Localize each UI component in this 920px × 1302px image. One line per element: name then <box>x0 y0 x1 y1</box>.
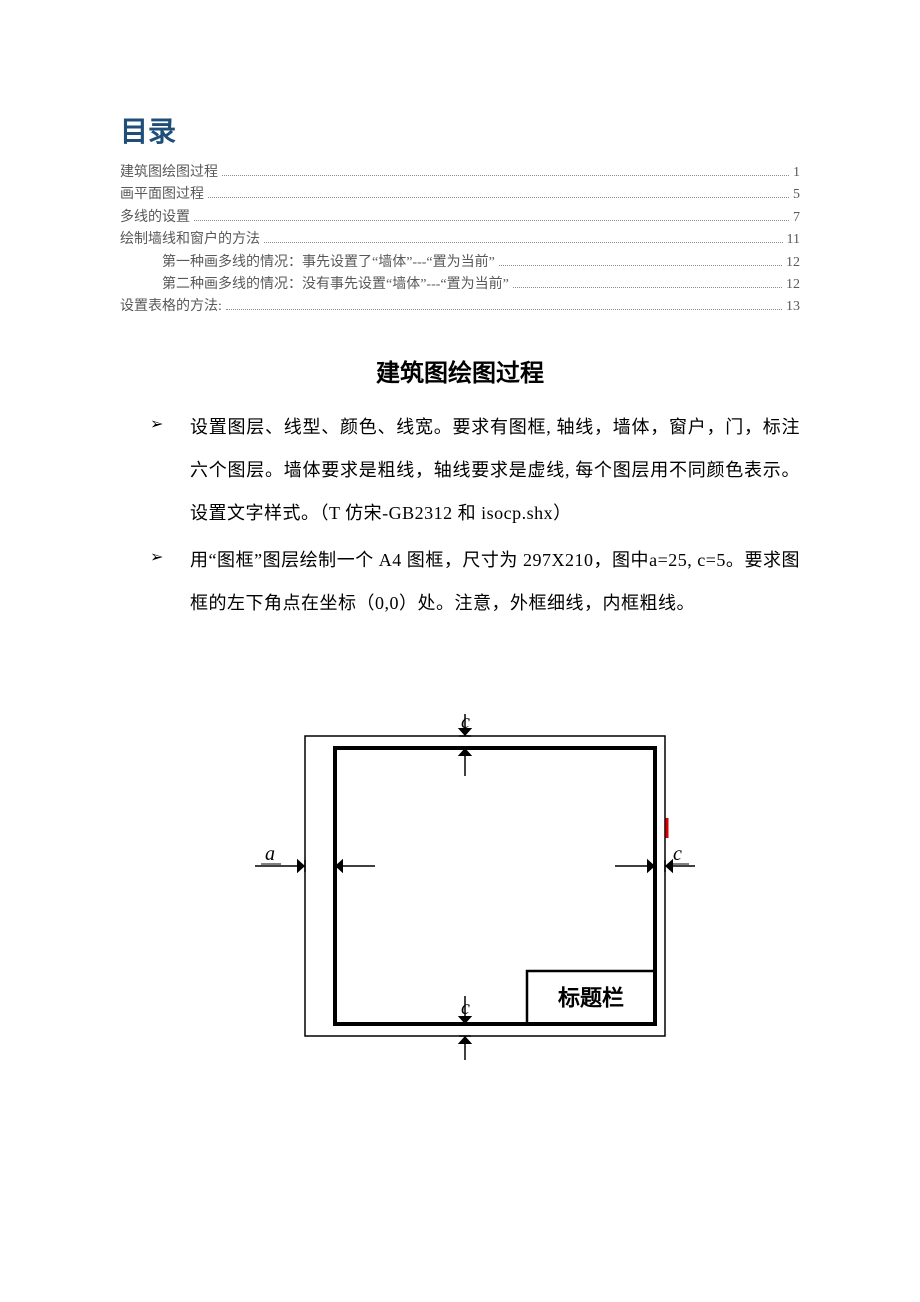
toc-label: 第一种画多线的情况：事先设置了“墙体”---“置为当前” <box>162 252 495 274</box>
list-item-text: 用“图框”图层绘制一个 A4 图框，尺寸为 297X210，图中a=25, c=… <box>190 539 800 625</box>
list-item: ➢ 设置图层、线型、颜色、线宽。要求有图框, 轴线，墙体，窗户，门，标注六个图层… <box>120 406 800 536</box>
svg-text:c: c <box>673 843 682 865</box>
section-heading: 建筑图绘图过程 <box>120 353 800 388</box>
toc-entry[interactable]: 第二种画多线的情况：没有事先设置“墙体”---“置为当前” 12 <box>120 274 800 296</box>
list-item: ➢ 用“图框”图层绘制一个 A4 图框，尺寸为 297X210，图中a=25, … <box>120 539 800 625</box>
toc-label: 第二种画多线的情况：没有事先设置“墙体”---“置为当前” <box>162 274 509 296</box>
toc-label: 绘制墙线和窗户的方法 <box>120 229 260 251</box>
toc-heading: 目录 <box>120 110 800 150</box>
svg-text:标题栏: 标题栏 <box>558 985 624 1010</box>
toc-page: 1 <box>793 162 800 184</box>
toc-entry[interactable]: 设置表格的方法: 13 <box>120 296 800 318</box>
toc-entry[interactable]: 画平面图过程 5 <box>120 184 800 206</box>
toc-entry[interactable]: 绘制墙线和窗户的方法 11 <box>120 229 800 251</box>
toc-label: 设置表格的方法: <box>120 296 222 318</box>
toc-leader <box>194 220 789 221</box>
toc-entry[interactable]: 第一种画多线的情况：事先设置了“墙体”---“置为当前” 12 <box>120 252 800 274</box>
toc-page: 7 <box>793 207 800 229</box>
toc-leader <box>226 309 782 310</box>
bullet-icon: ➢ <box>120 406 190 536</box>
toc-entry[interactable]: 多线的设置 7 <box>120 207 800 229</box>
toc-leader <box>513 287 782 288</box>
toc-label: 画平面图过程 <box>120 184 204 206</box>
table-of-contents: 建筑图绘图过程 1 画平面图过程 5 多线的设置 7 绘制墙线和窗户的方法 11… <box>120 162 800 319</box>
bullet-icon: ➢ <box>120 539 190 625</box>
instruction-list: ➢ 设置图层、线型、颜色、线宽。要求有图框, 轴线，墙体，窗户，门，标注六个图层… <box>120 406 800 626</box>
toc-leader <box>208 197 789 198</box>
svg-text:c: c <box>461 997 470 1019</box>
toc-page: 11 <box>787 229 800 251</box>
toc-page: 12 <box>786 274 800 296</box>
toc-leader <box>222 175 789 176</box>
toc-label: 建筑图绘图过程 <box>120 162 218 184</box>
svg-text:c: c <box>461 711 470 733</box>
list-item-text: 设置图层、线型、颜色、线宽。要求有图框, 轴线，墙体，窗户，门，标注六个图层。墙… <box>190 406 800 536</box>
toc-leader <box>499 265 782 266</box>
toc-page: 13 <box>786 296 800 318</box>
svg-text:a: a <box>265 843 275 865</box>
frame-diagram: 标题栏 a c c c <box>120 686 800 1066</box>
toc-label: 多线的设置 <box>120 207 190 229</box>
toc-leader <box>264 242 783 243</box>
toc-entry[interactable]: 建筑图绘图过程 1 <box>120 162 800 184</box>
toc-page: 5 <box>793 184 800 206</box>
toc-page: 12 <box>786 252 800 274</box>
